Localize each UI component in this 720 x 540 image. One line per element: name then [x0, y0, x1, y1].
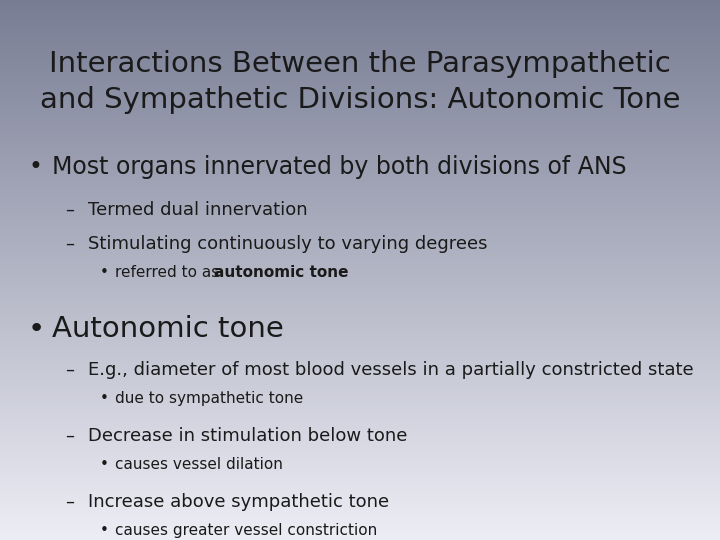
Text: Decrease in stimulation below tone: Decrease in stimulation below tone [88, 427, 408, 445]
Text: Autonomic tone: Autonomic tone [52, 315, 284, 343]
Text: Interactions Between the Parasympathetic
and Sympathetic Divisions: Autonomic To: Interactions Between the Parasympathetic… [40, 50, 680, 114]
Text: Increase above sympathetic tone: Increase above sympathetic tone [88, 493, 389, 511]
Text: •: • [28, 315, 45, 343]
Text: autonomic tone: autonomic tone [214, 265, 348, 280]
Text: due to sympathetic tone: due to sympathetic tone [115, 391, 303, 406]
Text: causes greater vessel constriction: causes greater vessel constriction [115, 523, 377, 538]
Text: •: • [100, 523, 109, 538]
Text: –: – [65, 361, 74, 379]
Text: •: • [100, 391, 109, 406]
Text: –: – [65, 427, 74, 445]
Text: E.g., diameter of most blood vessels in a partially constricted state: E.g., diameter of most blood vessels in … [88, 361, 693, 379]
Text: Termed dual innervation: Termed dual innervation [88, 201, 307, 219]
Text: •: • [28, 155, 42, 179]
Text: Most organs innervated by both divisions of ANS: Most organs innervated by both divisions… [52, 155, 626, 179]
Text: •: • [100, 265, 109, 280]
Text: referred to as: referred to as [115, 265, 224, 280]
Text: causes vessel dilation: causes vessel dilation [115, 457, 283, 472]
Text: •: • [100, 457, 109, 472]
Text: –: – [65, 493, 74, 511]
Text: Stimulating continuously to varying degrees: Stimulating continuously to varying degr… [88, 235, 487, 253]
Text: –: – [65, 235, 74, 253]
Text: –: – [65, 201, 74, 219]
